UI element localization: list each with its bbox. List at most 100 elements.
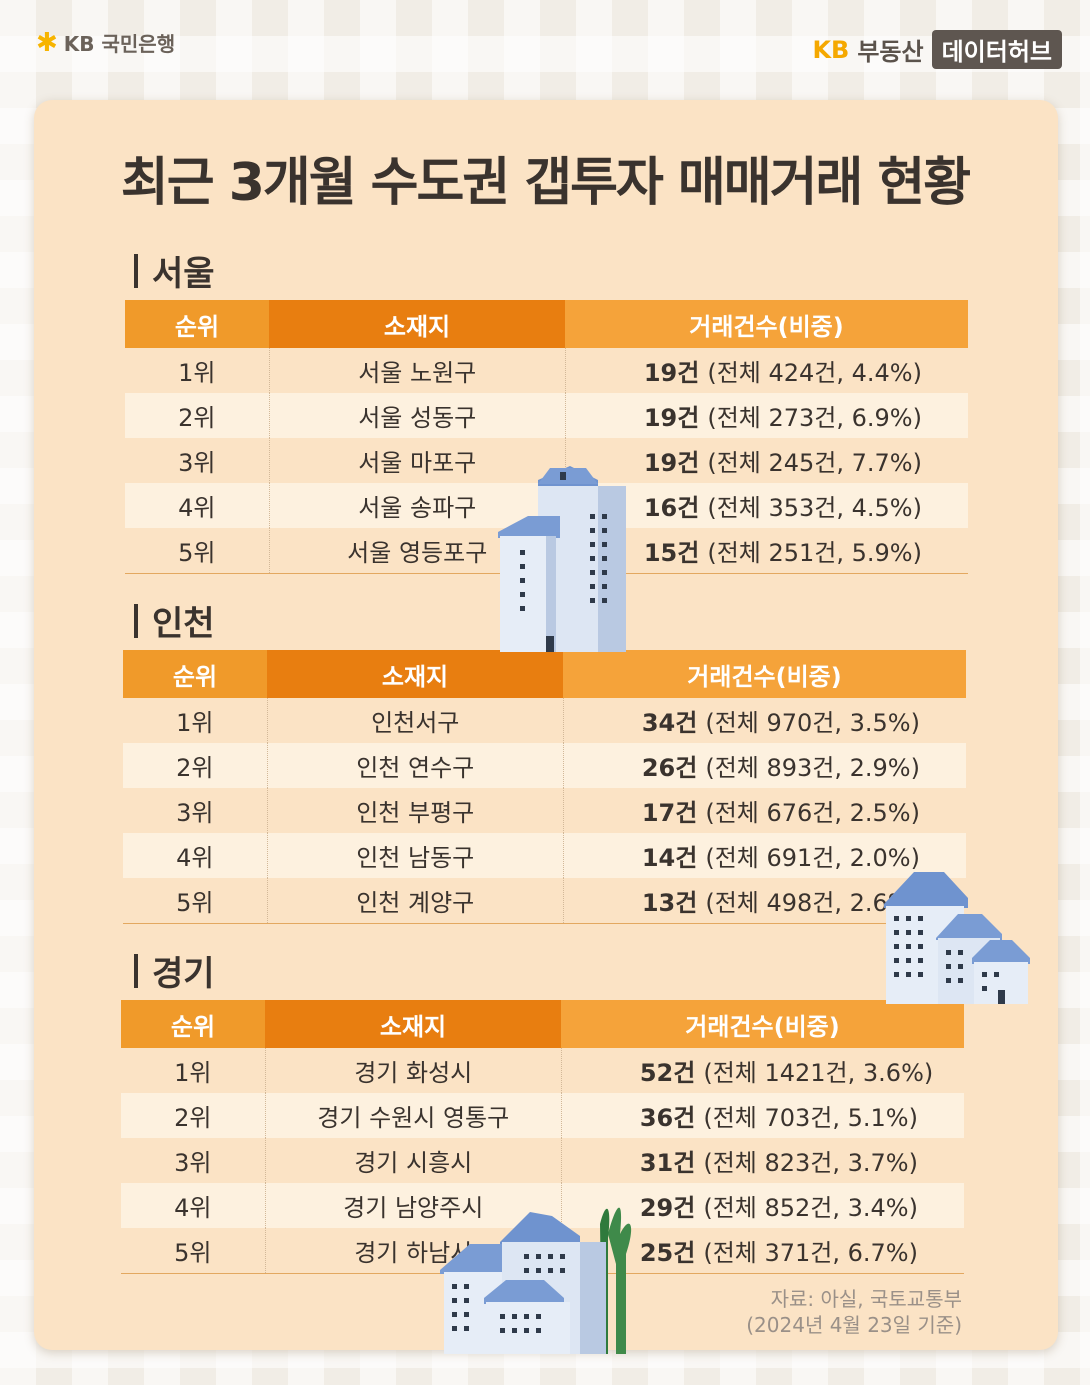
count-value: 29건 [639,1194,696,1222]
section-name: 서울 [152,254,215,294]
rank-cell: 3위 [121,1138,266,1183]
count-cell: 34건 (전체 970건, 3.5%) [564,698,966,743]
rank-cell: 5위 [125,528,270,573]
rank-cell: 3위 [123,788,268,833]
location-cell: 인천서구 [268,698,564,743]
count-detail: (전체 424건, 4.4%) [707,359,922,387]
table-row: 5위 경기 하남시 25건 (전체 371건, 6.7%) [121,1228,964,1273]
count-value: 31건 [639,1149,696,1177]
count-cell: 52건 (전체 1421건, 3.6%) [562,1048,964,1093]
header-location: 소재지 [265,1000,561,1048]
count-value: 16건 [643,494,700,522]
rank-cell: 2위 [121,1093,266,1138]
table-row: 3위 서울 마포구 19건 (전체 245건, 7.7%) [125,438,968,483]
section-label-incheon: 인천 [134,596,215,645]
count-cell: 19건 (전체 273건, 6.9%) [566,393,968,438]
count-cell: 13건 (전체 498건, 2.6%) [564,878,966,923]
count-value: 19건 [643,359,700,387]
count-value: 52건 [639,1059,696,1087]
section-bar [134,953,138,988]
count-cell: 19건 (전체 424건, 4.4%) [566,348,968,393]
table-header: 순위 소재지 거래건수(비중) [125,300,968,348]
table-row: 4위 경기 남양주시 29건 (전체 852건, 3.4%) [121,1183,964,1228]
header-count: 거래건수(비중) [565,300,968,348]
table-header: 순위 소재지 거래건수(비중) [121,1000,964,1048]
header-location: 소재지 [269,300,565,348]
count-cell: 14건 (전체 691건, 2.0%) [564,833,966,878]
location-cell: 서울 성동구 [270,393,566,438]
rank-cell: 5위 [121,1228,266,1273]
count-value: 17건 [641,799,698,827]
count-cell: 25건 (전체 371건, 6.7%) [562,1228,964,1273]
rank-cell: 3위 [125,438,270,483]
table-row: 5위 인천 계양구 13건 (전체 498건, 2.6%) [123,878,966,923]
count-cell: 31건 (전체 823건, 3.7%) [562,1138,964,1183]
source-note: 자료: 아실, 국토교통부 (2024년 4월 23일 기준) [746,1286,962,1338]
count-detail: (전체 970건, 3.5%) [705,709,920,737]
table-row: 5위 서울 영등포구 15건 (전체 251건, 5.9%) [125,528,968,573]
table-row: 1위 서울 노원구 19건 (전체 424건, 4.4%) [125,348,968,393]
count-detail: (전체 273건, 6.9%) [707,404,922,432]
page-title: 최근 3개월 수도권 갭투자 매매거래 현황 [120,153,971,213]
rank-cell: 4위 [121,1183,266,1228]
table-incheon: 순위 소재지 거래건수(비중) 1위 인천서구 34건 (전체 970건, 3.5… [123,650,966,924]
count-cell: 16건 (전체 353건, 4.5%) [566,483,968,528]
rank-cell: 1위 [121,1048,266,1093]
rank-cell: 2위 [123,743,268,788]
count-cell: 17건 (전체 676건, 2.5%) [564,788,966,833]
location-cell: 서울 영등포구 [270,528,566,573]
count-detail: (전체 893건, 2.9%) [705,754,920,782]
brand-kb: KB [812,35,850,64]
count-value: 15건 [643,539,700,567]
count-detail: (전체 353건, 4.5%) [707,494,922,522]
location-cell: 인천 부평구 [268,788,564,833]
rank-cell: 1위 [123,698,268,743]
kb-realestate-brand: KB 부동산 데이터허브 [812,30,1062,69]
table-bottom-line [123,923,966,924]
count-detail: (전체 676건, 2.5%) [705,799,920,827]
location-cell: 경기 수원시 영통구 [266,1093,562,1138]
apartment-building-icon [498,466,626,652]
count-detail: (전체 852건, 3.4%) [703,1194,918,1222]
header-rank: 순위 [123,650,267,698]
header-rank: 순위 [125,300,269,348]
section-label-seoul: 서울 [134,246,215,295]
section-bar [134,603,138,638]
kb-star-icon: ✱ [36,27,58,58]
apartment-building-icon [440,1207,632,1354]
count-cell: 36건 (전체 703건, 5.1%) [562,1093,964,1138]
table-seoul: 순위 소재지 거래건수(비중) 1위 서울 노원구 19건 (전체 424건, 4… [125,300,968,574]
source-line: 자료: 아실, 국토교통부 [770,1287,962,1311]
location-cell: 인천 연수구 [268,743,564,788]
rank-cell: 4위 [123,833,268,878]
location-cell: 서울 노원구 [270,348,566,393]
count-cell: 26건 (전체 893건, 2.9%) [564,743,966,788]
table-row: 2위 경기 수원시 영통구 36건 (전체 703건, 5.1%) [121,1093,964,1138]
count-value: 25건 [639,1239,696,1267]
count-detail: (전체 371건, 6.7%) [703,1239,918,1267]
location-cell: 서울 송파구 [270,483,566,528]
header-location: 소재지 [267,650,563,698]
header-rank: 순위 [121,1000,265,1048]
location-cell: 경기 남양주시 [266,1183,562,1228]
table-header: 순위 소재지 거래건수(비중) [123,650,966,698]
count-detail: (전체 245건, 7.7%) [707,449,922,477]
table-row: 3위 경기 시흥시 31건 (전체 823건, 3.7%) [121,1138,964,1183]
location-cell: 경기 화성시 [266,1048,562,1093]
rank-cell: 1위 [125,348,270,393]
count-cell: 15건 (전체 251건, 5.9%) [566,528,968,573]
source-date: (2024년 4월 23일 기준) [746,1313,962,1337]
top-bar: ✱ KB 국민은행 KB 부동산 데이터허브 [0,0,1090,80]
header-count: 거래건수(비중) [561,1000,964,1048]
table-row: 4위 인천 남동구 14건 (전체 691건, 2.0%) [123,833,966,878]
count-cell: 29건 (전체 852건, 3.4%) [562,1183,964,1228]
section-name: 경기 [152,954,215,994]
section-label-gyeonggi: 경기 [134,946,215,995]
table-row: 2위 서울 성동구 19건 (전체 273건, 6.9%) [125,393,968,438]
count-value: 19건 [643,449,700,477]
count-value: 26건 [641,754,698,782]
section-bar [134,253,138,288]
count-value: 36건 [639,1104,696,1132]
location-cell: 인천 남동구 [268,833,564,878]
count-detail: (전체 1421건, 3.6%) [703,1059,934,1087]
